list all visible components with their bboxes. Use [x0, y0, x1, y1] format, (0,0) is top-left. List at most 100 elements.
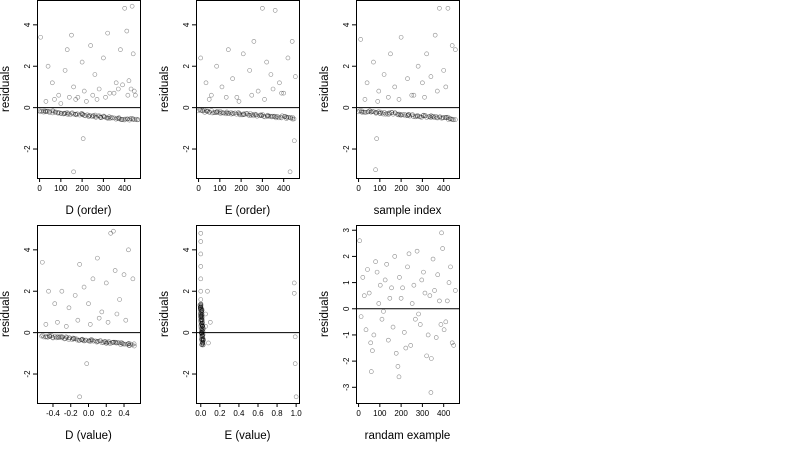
- band-point: [288, 115, 293, 120]
- band-point: [445, 114, 451, 120]
- data-point: [361, 293, 367, 298]
- data-point: [75, 317, 81, 323]
- data-point: [199, 328, 205, 333]
- band-point: [105, 116, 110, 121]
- band-point: [271, 113, 277, 119]
- data-point: [396, 97, 402, 102]
- band-point: [219, 110, 225, 115]
- data-point: [386, 94, 391, 100]
- band-point: [127, 117, 132, 123]
- band-point: [196, 108, 201, 114]
- data-point: [87, 322, 93, 327]
- band-point: [50, 335, 56, 341]
- band-point: [69, 111, 75, 116]
- data-point: [381, 309, 386, 314]
- band-point: [70, 335, 76, 341]
- y-tick-label: 2: [182, 63, 191, 68]
- data-point: [96, 315, 102, 321]
- band-point: [107, 116, 113, 121]
- band-point: [198, 302, 204, 307]
- band-point: [63, 336, 68, 342]
- band-point: [286, 114, 291, 120]
- band-point: [61, 111, 66, 117]
- data-point: [66, 305, 72, 311]
- data-point: [43, 322, 49, 327]
- band-point: [394, 111, 400, 117]
- band-point: [47, 334, 52, 340]
- data-point: [59, 288, 65, 294]
- data-point: [358, 314, 364, 319]
- data-point: [203, 324, 208, 329]
- band-point: [205, 108, 210, 114]
- band-point: [214, 110, 219, 115]
- band-point: [368, 109, 374, 115]
- band-point: [199, 317, 204, 323]
- band-point: [365, 109, 371, 115]
- data-point: [198, 297, 204, 302]
- band-point: [357, 108, 363, 114]
- data-point: [103, 280, 109, 286]
- data-point: [405, 264, 410, 270]
- band-point: [199, 306, 204, 312]
- band-point: [258, 113, 264, 118]
- data-point: [121, 272, 127, 277]
- data-point: [427, 293, 433, 298]
- data-point: [77, 394, 82, 400]
- x-tick-label: 0.2: [101, 409, 113, 418]
- band-point: [405, 113, 411, 118]
- band-point: [200, 336, 206, 341]
- data-point: [86, 301, 91, 306]
- band-point: [235, 110, 241, 116]
- data-point: [198, 230, 204, 236]
- data-point: [56, 92, 62, 98]
- points-group: [37, 3, 140, 175]
- band-point: [356, 109, 361, 115]
- band-point: [252, 111, 258, 117]
- band-point: [199, 312, 205, 317]
- band-point: [200, 317, 205, 323]
- x-tick-label: 300: [416, 409, 430, 418]
- band-point: [200, 336, 206, 342]
- data-point: [117, 297, 122, 302]
- data-point: [446, 280, 452, 285]
- data-point: [81, 284, 87, 290]
- data-point: [449, 340, 455, 346]
- data-point: [71, 169, 76, 175]
- band-point: [199, 342, 205, 347]
- band-point: [199, 309, 204, 314]
- band-point: [199, 333, 204, 339]
- band-point: [386, 110, 392, 116]
- band-point: [118, 117, 124, 122]
- y-axis-title: residuals: [319, 66, 331, 112]
- band-point: [47, 109, 52, 114]
- data-point: [291, 291, 297, 296]
- data-point: [419, 277, 425, 283]
- band-point: [266, 113, 272, 119]
- band-point: [197, 304, 203, 310]
- x-tick-label: 200: [394, 409, 408, 418]
- band-point: [199, 317, 204, 323]
- band-point: [451, 117, 456, 123]
- data-point: [113, 80, 119, 86]
- data-point: [92, 72, 98, 77]
- data-point: [75, 94, 81, 100]
- data-point: [198, 251, 204, 257]
- band-point: [228, 111, 234, 117]
- band-point: [265, 112, 270, 118]
- band-point: [250, 112, 255, 117]
- data-point: [133, 92, 138, 98]
- band-point: [130, 116, 136, 121]
- x-tick-label: 400: [277, 184, 291, 193]
- band-point: [254, 113, 260, 119]
- y-tick-label: 2: [342, 63, 351, 68]
- y-tick-label: 4: [182, 22, 191, 27]
- band-point: [120, 117, 126, 122]
- band-point: [88, 339, 93, 344]
- band-point: [389, 110, 395, 115]
- data-point: [50, 80, 55, 86]
- band-point: [267, 113, 273, 119]
- data-point: [206, 340, 211, 346]
- band-point: [230, 110, 235, 116]
- band-point: [55, 110, 61, 115]
- band-point: [116, 340, 122, 346]
